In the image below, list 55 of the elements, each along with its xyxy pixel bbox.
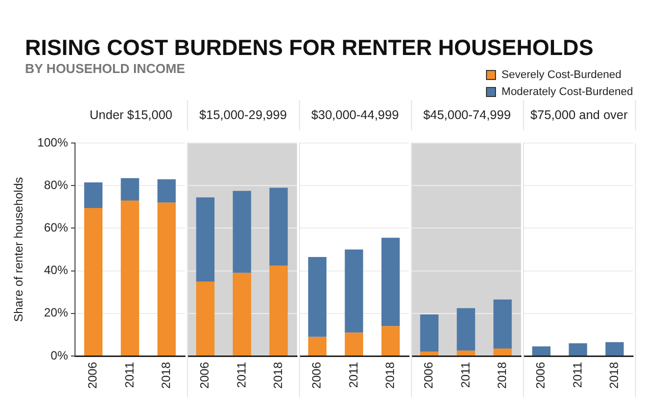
y-tick-label: 0% — [50, 348, 68, 362]
chart-title: Under $15,000 — [88, 108, 174, 122]
x-tick-label: 2018 — [606, 362, 621, 389]
bar — [493, 348, 512, 356]
bar — [308, 336, 326, 356]
bar — [308, 256, 326, 337]
x-tick-label: 2018 — [494, 362, 509, 389]
bar — [381, 326, 400, 356]
bar — [344, 250, 364, 333]
y-tick-label: 60% — [44, 220, 68, 235]
x-tick-label: 2011 — [570, 362, 584, 388]
bar — [493, 300, 512, 349]
x-tick-label: 2006 — [310, 362, 324, 389]
bar — [344, 332, 364, 356]
x-tick-label: 2006 — [198, 362, 212, 389]
bar — [120, 200, 140, 356]
bar — [420, 314, 438, 352]
text: RISING COST BURDENS FOR RENTER HOUSEHOLDS — [25, 35, 594, 60]
x-tick-label: 2011 — [458, 362, 472, 388]
bar — [84, 208, 102, 356]
y-tick-label: 100% — [37, 135, 68, 150]
legend-label: Severely Cost-Burdened — [502, 68, 622, 80]
x-tick-label: 2006 — [86, 362, 100, 389]
bar — [157, 202, 176, 356]
bar — [196, 281, 214, 356]
x-tick-label: 2018 — [158, 362, 173, 389]
chart-title: $75,000 and over — [529, 108, 629, 122]
bar — [157, 179, 176, 203]
x-tick-label: 2006 — [422, 362, 436, 389]
bar — [84, 182, 102, 208]
bar — [381, 238, 400, 326]
x-tick-label: 2011 — [346, 362, 360, 388]
bar — [456, 308, 476, 351]
y-axis-title: Share of renter households — [12, 177, 26, 322]
bar — [456, 350, 476, 356]
x-tick-label: 2011 — [122, 362, 136, 388]
x-tick-label: 2011 — [234, 362, 248, 388]
y-tick-label: 80% — [44, 178, 68, 192]
x-tick-label: 2018 — [270, 362, 285, 389]
chart-title: $30,000-44,999 — [310, 108, 400, 122]
bar — [232, 272, 252, 356]
y-tick-label: 40% — [44, 263, 68, 278]
y-tick-label: 20% — [44, 306, 68, 320]
x-tick-label: 2018 — [382, 362, 397, 389]
bar — [269, 265, 288, 356]
bar — [420, 352, 438, 356]
text: BY HOUSEHOLD INCOME — [25, 61, 186, 76]
bar — [120, 178, 140, 201]
x-tick-label: 2006 — [534, 362, 548, 389]
chart-title: $45,000-74,999 — [422, 108, 512, 122]
legend-label: Moderately Cost-Burdened — [502, 86, 633, 98]
bar — [196, 197, 214, 282]
bar — [269, 188, 288, 266]
bar — [232, 190, 252, 273]
chart-title: $15,000-29,999 — [198, 108, 288, 122]
